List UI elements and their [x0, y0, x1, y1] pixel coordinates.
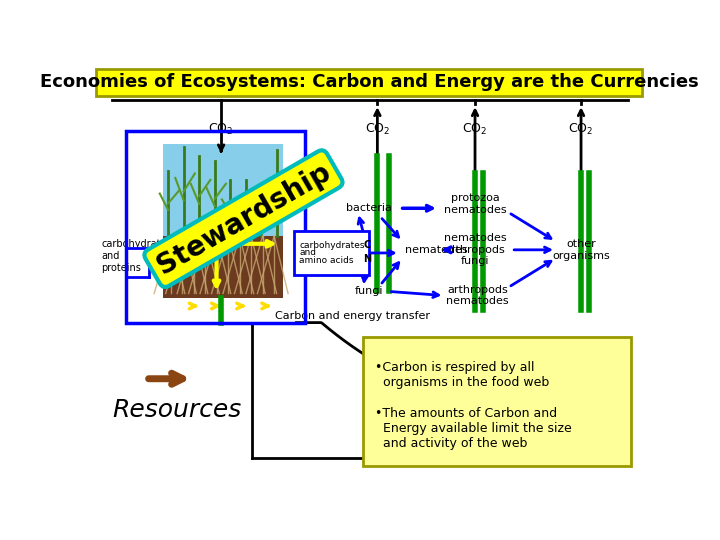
FancyBboxPatch shape: [163, 144, 282, 236]
Text: and: and: [300, 248, 316, 258]
Text: N: N: [364, 254, 372, 264]
Text: nematodes: nematodes: [405, 245, 468, 255]
Text: C: C: [364, 240, 371, 250]
FancyBboxPatch shape: [163, 236, 282, 298]
Text: fungi: fungi: [355, 286, 383, 296]
Text: Stewardship: Stewardship: [152, 158, 336, 280]
Text: •Carbon is respired by all
  organisms in the food web: •Carbon is respired by all organisms in …: [374, 361, 549, 389]
Text: other
organisms: other organisms: [552, 239, 610, 261]
Text: amino acids: amino acids: [300, 256, 354, 265]
Text: CO$_2$: CO$_2$: [209, 122, 234, 137]
Text: protozoa
nematodes: protozoa nematodes: [444, 193, 506, 215]
Text: nematodes
arthropods
fungi: nematodes arthropods fungi: [444, 233, 506, 266]
Text: •The amounts of Carbon and
  Energy available limit the size
  and activity of t: •The amounts of Carbon and Energy availa…: [374, 407, 572, 450]
FancyBboxPatch shape: [96, 69, 642, 96]
FancyBboxPatch shape: [294, 231, 369, 275]
Text: CO$_2$: CO$_2$: [568, 122, 594, 137]
Text: carbohydrates: carbohydrates: [300, 240, 365, 249]
Text: CO$_2$: CO$_2$: [462, 122, 487, 137]
Text: Carbon and energy transfer: Carbon and energy transfer: [275, 310, 430, 321]
Text: carbohydrates
and
proteins: carbohydrates and proteins: [101, 239, 172, 273]
Text: CO$_2$: CO$_2$: [365, 122, 390, 137]
Text: arthropods
nematodes: arthropods nematodes: [446, 285, 509, 306]
Text: Economies of Ecosystems: Carbon and Energy are the Currencies: Economies of Ecosystems: Carbon and Ener…: [40, 73, 698, 91]
Text: bacteria: bacteria: [346, 203, 392, 213]
FancyBboxPatch shape: [364, 337, 631, 466]
Text: Resources: Resources: [112, 398, 242, 422]
